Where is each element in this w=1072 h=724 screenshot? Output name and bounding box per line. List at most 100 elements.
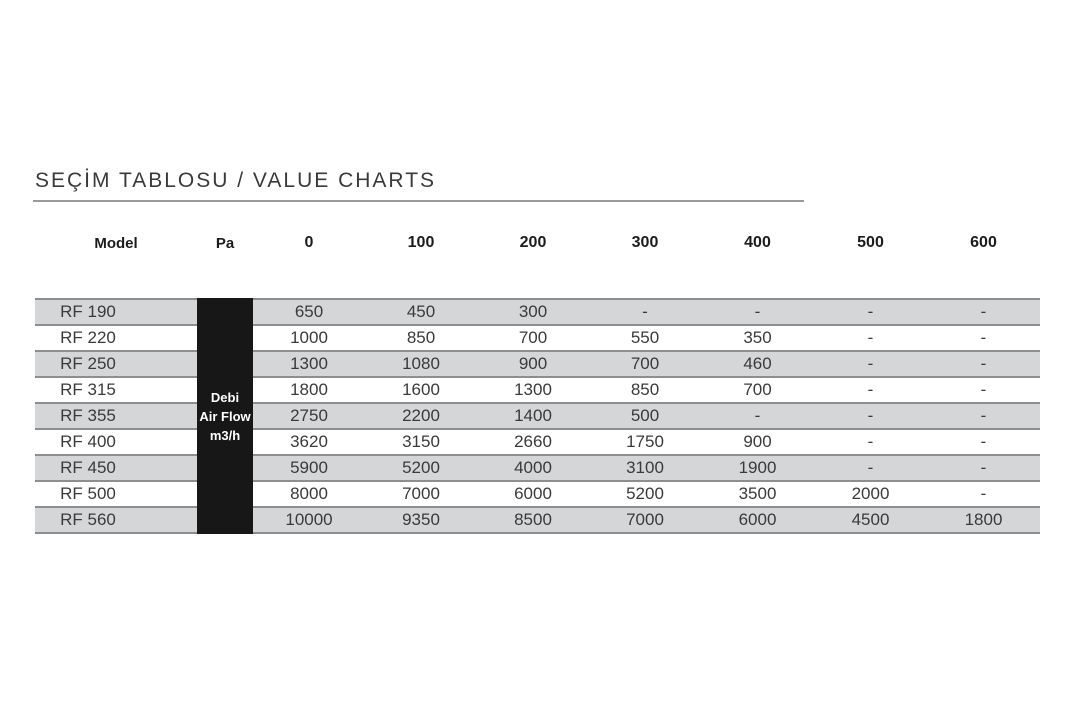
value-cell: 900 — [477, 350, 589, 377]
value-cell: 9350 — [365, 506, 477, 534]
value-cell: 3500 — [701, 480, 814, 507]
value-cell: 1000 — [253, 324, 365, 351]
table-row-rf-355: RF 355 2750 2200 1400 500- - - — [35, 402, 1040, 429]
table-row-rf-250: RF 250 1300 1080 900 700 460- - — [35, 350, 1040, 377]
value-cell: 1800 — [253, 376, 365, 403]
table-row-rf-400: RF 400 3620 3150 2660 1750 900- - — [35, 428, 1040, 455]
value-cell: - — [927, 428, 1040, 455]
model-cell: RF 220 — [35, 324, 197, 351]
value-cell: 5200 — [365, 454, 477, 481]
value-cell: 650 — [253, 298, 365, 325]
value-cell: 700 — [589, 350, 701, 377]
table-row-rf-315: RF 315 1800 1600 1300 850 700- - — [35, 376, 1040, 403]
header-row: Model Pa 0 100 200 300 400 500 600 — [35, 226, 1040, 260]
value-cell: 1600 — [365, 376, 477, 403]
value-cell: 350 — [701, 324, 814, 351]
value-cell: 900 — [701, 428, 814, 455]
value-cell: 3100 — [589, 454, 701, 481]
value-cell: 550 — [589, 324, 701, 351]
value-charts-table: Model Pa 0 100 200 300 400 500 600 RF 190 Debi Air… — [35, 226, 1040, 534]
value-cell: 700 — [701, 376, 814, 403]
title-underline — [33, 200, 804, 202]
value-cell: 6000 — [477, 480, 589, 507]
column-header-500: 500 — [814, 226, 927, 260]
airflow-unit-line: Air Flow — [199, 408, 251, 424]
model-cell: RF 190 — [35, 298, 197, 325]
model-cell: RF 250 — [35, 350, 197, 377]
model-cell: RF 355 — [35, 402, 197, 429]
column-header-400: 400 — [701, 226, 814, 260]
value-cell: 2660 — [477, 428, 589, 455]
value-cell: 300 — [477, 298, 589, 325]
value-cell: 1080 — [365, 350, 477, 377]
value-cell: 3150 — [365, 428, 477, 455]
value-cell: 1300 — [477, 376, 589, 403]
column-header-pa: Pa — [197, 226, 253, 260]
value-cell: 700 — [477, 324, 589, 351]
column-header-model: Model — [35, 226, 197, 260]
model-cell: RF 560 — [35, 506, 197, 534]
value-cell: 5900 — [253, 454, 365, 481]
model-cell: RF 315 — [35, 376, 197, 403]
value-cell: 6000 — [701, 506, 814, 534]
column-header-200: 200 — [477, 226, 589, 260]
table-body: RF 190 Debi Air Flow m3/h 650 450 300- - - - RF 22… — [35, 298, 1040, 534]
table-row-rf-190: RF 190 Debi Air Flow m3/h 650 450 300- - - - — [35, 298, 1040, 534]
value-cell: - — [589, 298, 701, 325]
value-cell: - — [814, 324, 927, 351]
value-cell: 450 — [365, 298, 477, 325]
value-cell: - — [814, 402, 927, 429]
value-cell: 1750 — [589, 428, 701, 455]
value-cell: - — [927, 454, 1040, 481]
airflow-unit-line: m3/h — [209, 427, 241, 443]
value-cell: 460 — [701, 350, 814, 377]
value-cell: 1400 — [477, 402, 589, 429]
value-cell: 500 — [589, 402, 701, 429]
table-header: Model Pa 0 100 200 300 400 500 600 — [35, 226, 1040, 299]
value-cell: 7000 — [589, 506, 701, 534]
value-cell: 1800 — [927, 506, 1040, 534]
column-header-0: 0 — [253, 226, 365, 260]
value-cell: 2200 — [365, 402, 477, 429]
value-cell: - — [927, 324, 1040, 351]
column-header-100: 100 — [365, 226, 477, 260]
table-row-rf-450: RF 450 5900 5200 4000 3100 1900- - — [35, 454, 1040, 481]
value-cell: 8500 — [477, 506, 589, 534]
value-cell: - — [927, 350, 1040, 377]
value-cell: 850 — [589, 376, 701, 403]
value-cell: - — [814, 350, 927, 377]
value-cell: 1300 — [253, 350, 365, 377]
value-cell: - — [814, 428, 927, 455]
value-cell: 4000 — [477, 454, 589, 481]
header-gap-cell — [35, 260, 1040, 299]
table-row-rf-220: RF 220 1000 850 700 550 350- - — [35, 324, 1040, 351]
value-cell: - — [927, 480, 1040, 507]
model-cell: RF 400 — [35, 428, 197, 455]
model-cell: RF 500 — [35, 480, 197, 507]
value-cell: - — [701, 402, 814, 429]
header-gap — [35, 260, 1040, 299]
value-cell: - — [927, 376, 1040, 403]
value-cell: 1900 — [701, 454, 814, 481]
value-cell: 7000 — [365, 480, 477, 507]
table-row-rf-560: RF 560 10000 9350 8500 7000 6000 4500 1800 — [35, 506, 1040, 534]
column-header-300: 300 — [589, 226, 701, 260]
value-cell: 2000 — [814, 480, 927, 507]
value-cell: - — [927, 402, 1040, 429]
page-title: SEÇİM TABLOSU / VALUE CHARTS — [35, 169, 437, 192]
value-cell: 8000 — [253, 480, 365, 507]
value-cell: - — [814, 298, 927, 325]
airflow-unit-block: Debi Air Flow m3/h — [197, 298, 253, 534]
value-cell: 2750 — [253, 402, 365, 429]
value-cell: 10000 — [253, 506, 365, 534]
column-header-600: 600 — [927, 226, 1040, 260]
table-row-rf-500: RF 500 8000 7000 6000 5200 3500 2000- — [35, 480, 1040, 507]
value-cell: - — [701, 298, 814, 325]
value-cell: 3620 — [253, 428, 365, 455]
value-cell: - — [814, 376, 927, 403]
value-cell: - — [927, 298, 1040, 325]
value-cell: 850 — [365, 324, 477, 351]
model-cell: RF 450 — [35, 454, 197, 481]
airflow-unit-line: Debi — [210, 389, 240, 405]
